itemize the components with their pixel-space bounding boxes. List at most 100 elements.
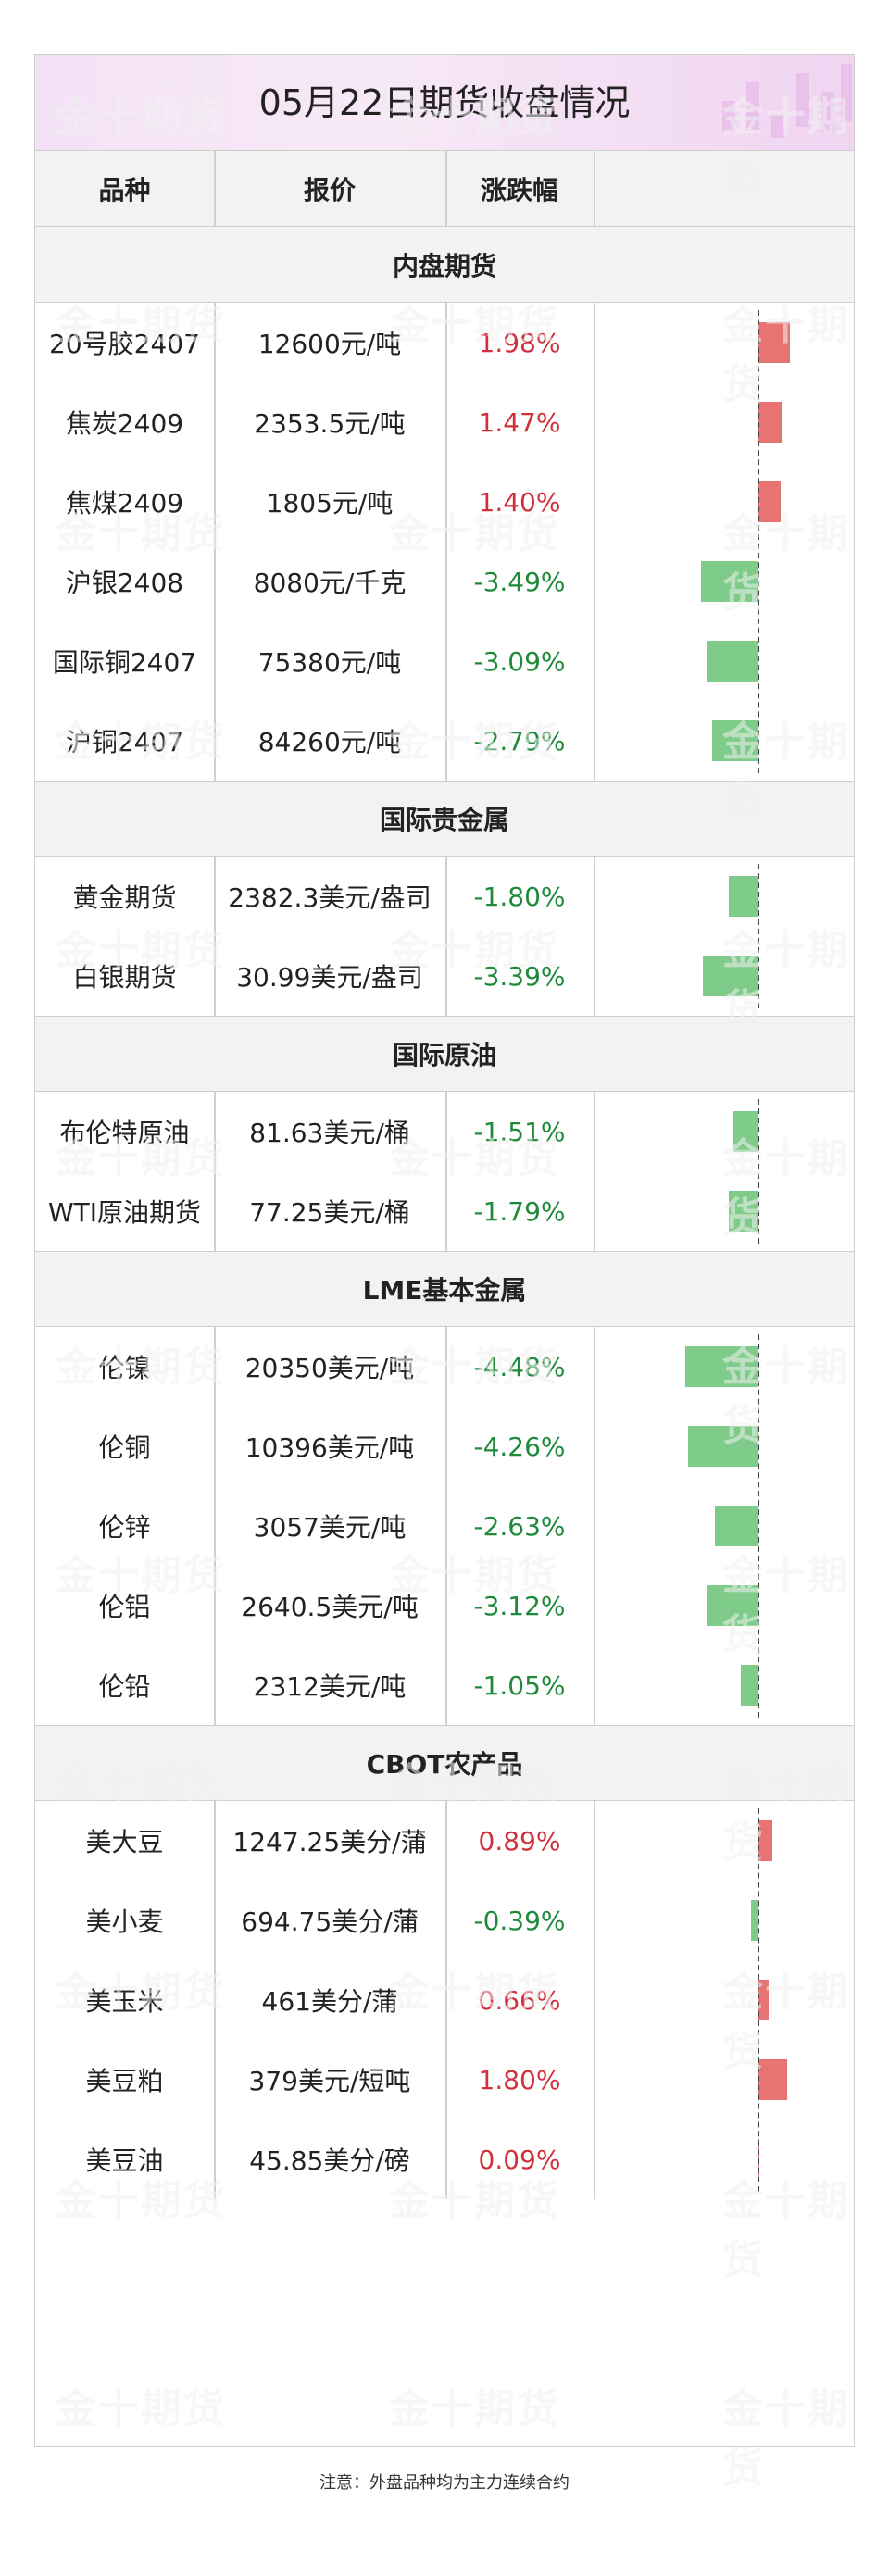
change-percent: -3.39% [473,960,566,992]
zero-line [758,310,759,773]
instrument-name: 美玉米 [85,1986,164,2017]
instrument-price: 2382.3美元/盎司 [228,882,432,913]
column-divider [594,1092,595,1251]
change-percent: 1.98% [478,327,561,358]
change-percent: 0.09% [478,2144,561,2175]
instrument-price: 2353.5元/吨 [254,408,406,439]
section-header: LME基本金属 [35,1251,854,1327]
instrument-price: 77.25美元/桶 [249,1197,410,1228]
change-percent: -3.09% [473,645,566,677]
instrument-name: 焦炭2409 [65,408,184,439]
instrument-name: 黄金期货 [72,882,177,913]
table-row: 黄金期货 2382.3美元/盎司 -1.80% [35,857,854,936]
column-divider [445,857,447,1016]
instrument-name: 白银期货 [72,962,177,993]
table-row: 伦铜 10396美元/吨 -4.26% [35,1407,854,1486]
change-bar [740,1665,758,1706]
instrument-price: 461美分/蒲 [261,1986,398,2017]
instrument-price: 20350美元/吨 [244,1353,415,1383]
instrument-name: 伦铜 [98,1432,151,1463]
change-bar [707,1585,758,1626]
header-divider [594,151,595,227]
change-percent: 1.47% [478,406,561,438]
change-percent: -1.05% [473,1669,566,1701]
instrument-price: 379美元/短吨 [248,2066,411,2096]
change-percent: 0.89% [478,1825,561,1857]
table-row: 布伦特原油 81.63美元/桶 -1.51% [35,1092,854,1171]
instrument-price: 2312美元/吨 [253,1671,407,1702]
instrument-name: 沪银2408 [65,568,184,598]
table-row: 伦铅 2312美元/吨 -1.05% [35,1645,854,1725]
change-bar [758,402,782,443]
instrument-price: 84260元/吨 [257,727,402,757]
instrument-name: 美小麦 [85,1907,164,1937]
change-bar [712,720,758,761]
zero-line [758,1334,759,1718]
change-percent: -3.12% [473,1590,566,1621]
instrument-name: 伦铝 [98,1592,151,1622]
column-divider [594,857,595,1016]
table-row: 伦锌 3057美元/吨 -2.63% [35,1486,854,1566]
column-divider [594,1327,595,1725]
table-row: 20号胶2407 12600元/吨 1.98% [35,303,854,382]
change-percent: -4.48% [473,1351,566,1382]
instrument-name: 伦铅 [98,1671,151,1702]
change-bar [714,1506,758,1546]
column-divider [214,303,216,781]
change-bar [758,1820,772,1861]
section-header: 内盘期货 [35,227,854,303]
change-percent: 1.40% [478,486,561,518]
instrument-name: 沪铜2407 [65,727,184,757]
change-bar [684,1346,758,1387]
header-change: 涨跌幅 [480,174,558,206]
table-row: WTI原油期货 77.25美元/桶 -1.79% [35,1171,854,1251]
change-percent: 1.80% [478,2064,561,2095]
table-row: 国际铜2407 75380元/吨 -3.09% [35,621,854,701]
table-row: 白银期货 30.99美元/盎司 -3.39% [35,936,854,1016]
section-header: 国际贵金属 [35,781,854,857]
table-row: 美小麦 694.75美分/蒲 -0.39% [35,1881,854,1960]
table-row: 美豆油 45.85美分/磅 0.09% [35,2120,854,2199]
column-divider [594,1801,595,2199]
page-title: 05月22日期货收盘情况 [258,82,631,123]
section-title: 国际贵金属 [379,805,509,835]
section-header: 国际原油 [35,1016,854,1092]
column-divider [214,1092,216,1251]
instrument-name: WTI原油期货 [47,1197,202,1228]
change-percent: 0.66% [478,1984,561,2016]
instrument-price: 75380元/吨 [257,647,402,678]
change-bar [688,1426,758,1467]
table-row: 沪银2408 8080元/千克 -3.49% [35,542,854,621]
table-row: 伦镍 20350美元/吨 -4.48% [35,1327,854,1407]
instrument-name: 20号胶2407 [49,329,200,359]
column-divider [445,1092,447,1251]
instrument-price: 45.85美分/磅 [249,2145,410,2176]
table-row: 伦铝 2640.5美元/吨 -3.12% [35,1566,854,1645]
section-title: 内盘期货 [392,250,496,281]
instrument-price: 10396美元/吨 [244,1432,415,1463]
futures-table-card: 05月22日期货收盘情况 品种 报价 涨跌幅内盘期货 20号胶2407 12600元/吨… [34,54,855,2447]
column-divider [445,303,447,781]
instrument-price: 694.75美分/蒲 [241,1907,419,1937]
change-percent: -1.80% [473,881,566,912]
column-divider [214,857,216,1016]
column-divider [214,1327,216,1725]
header-divider [445,151,447,227]
change-bar [728,876,758,917]
instrument-name: 布伦特原油 [59,1118,190,1148]
instrument-name: 伦锌 [98,1512,151,1543]
change-bar [758,1980,769,2020]
column-divider [214,1801,216,2199]
zero-line [758,1099,759,1244]
header-price: 报价 [303,174,356,206]
change-percent: -1.51% [473,1116,566,1147]
instrument-price: 81.63美元/桶 [249,1118,410,1148]
change-bar [700,561,758,602]
change-percent: -2.79% [473,725,566,757]
section-header: CBOT农产品 [35,1725,854,1801]
header-divider [214,151,216,227]
zero-line [758,864,759,1008]
header-name: 品种 [98,174,151,206]
section-title: LME基本金属 [362,1275,527,1306]
instrument-price: 1247.25美分/蒲 [232,1827,427,1857]
